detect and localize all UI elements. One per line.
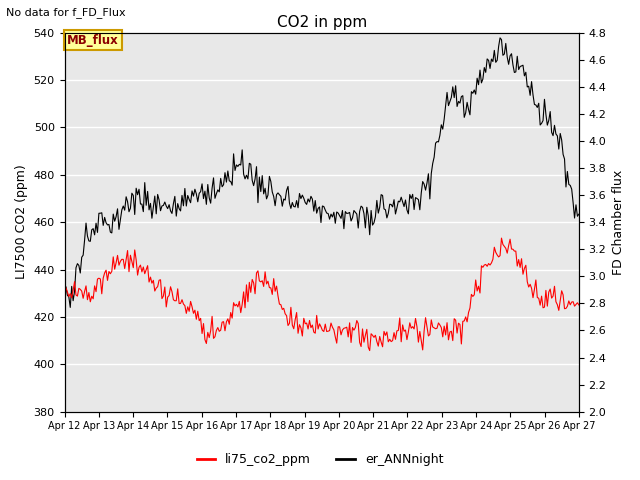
Text: No data for f_FD_Flux: No data for f_FD_Flux [6,7,126,18]
Text: MB_flux: MB_flux [67,34,119,47]
Y-axis label: FD Chamber flux: FD Chamber flux [612,169,625,275]
Title: CO2 in ppm: CO2 in ppm [276,15,367,30]
Legend: li75_co2_ppm, er_ANNnight: li75_co2_ppm, er_ANNnight [191,448,449,471]
Y-axis label: LI7500 CO2 (ppm): LI7500 CO2 (ppm) [15,165,28,279]
